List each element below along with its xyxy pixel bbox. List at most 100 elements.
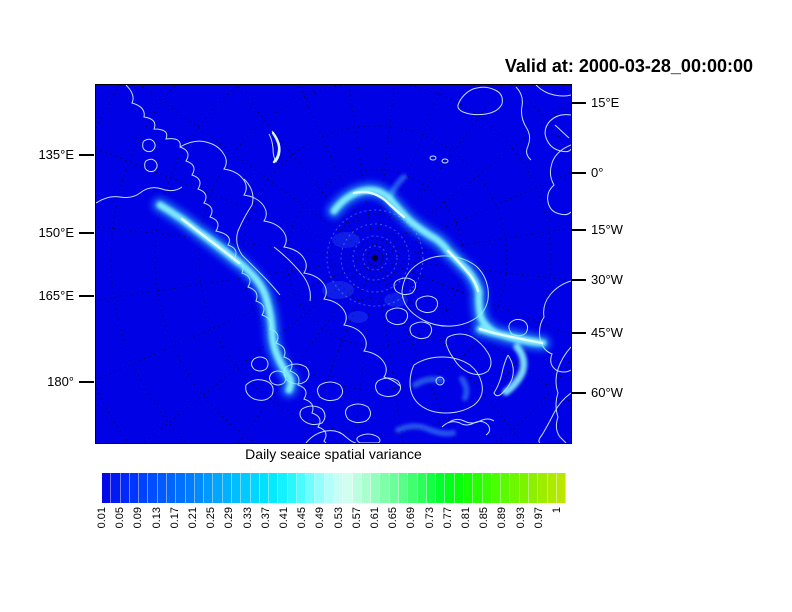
- colorbar-tick-label: 0.01: [96, 507, 108, 529]
- colorbar-cell: [538, 473, 548, 503]
- colorbar-cell: [361, 473, 372, 503]
- right-tick-mark: [571, 229, 586, 231]
- colorbar-cell: [139, 473, 149, 503]
- right-tick-mark: [571, 392, 586, 394]
- left-tick-mark: [79, 295, 94, 297]
- colorbar-cell: [501, 473, 511, 503]
- right-tick-label: 30°W: [591, 272, 623, 287]
- colorbar-cell: [231, 473, 242, 503]
- colorbar-cell: [250, 473, 260, 503]
- colorbar-tick-label: 0.89: [496, 507, 509, 529]
- colorbar-tick-label: 0.97: [532, 507, 545, 529]
- colorbar-cell: [269, 473, 279, 503]
- colorbar-cell: [510, 473, 520, 503]
- colorbar-cell: [111, 473, 121, 503]
- colorbar-cell: [473, 473, 483, 503]
- colorbar-tick-label: 0.45: [296, 507, 309, 529]
- colorbar-cell: [426, 473, 437, 503]
- colorbar-cell: [334, 473, 344, 503]
- colorbar-tick-label: 1: [551, 507, 563, 514]
- pole-dot: [372, 255, 378, 261]
- colorbar-tick-label: 0.73: [423, 507, 436, 529]
- colorbar-cell: [556, 473, 567, 503]
- colorbar-cell: [445, 473, 455, 503]
- colorbar-cell: [306, 473, 316, 503]
- colorbar-tick-label: 0.93: [514, 507, 527, 529]
- colorbar-cell: [417, 473, 427, 503]
- colorbar-tick-label: 0.41: [278, 507, 290, 529]
- colorbar-cell: [241, 473, 251, 503]
- colorbar-cell: [408, 473, 418, 503]
- left-tick-label: 135°E: [38, 147, 74, 162]
- colorbar-tick-label: 0.65: [387, 507, 400, 529]
- right-tick-label: 60°W: [591, 385, 623, 400]
- colorbar-cell: [389, 473, 399, 503]
- colorbar-tick-label: 0.05: [114, 507, 127, 529]
- colorbar-cell: [157, 473, 167, 503]
- colorbar-cell: [482, 473, 492, 503]
- colorbar-tick-label: 0.33: [241, 507, 254, 529]
- colorbar-cell: [166, 473, 177, 503]
- colorbar-cell: [547, 473, 557, 503]
- colorbar-cell: [287, 473, 297, 503]
- left-tick-label: 150°E: [38, 225, 74, 240]
- colorbar-cell: [213, 473, 223, 503]
- colorbar-cell: [343, 473, 353, 503]
- colorbar-cell: [454, 473, 464, 503]
- colorbar-cell: [491, 473, 502, 503]
- colorbar-cell: [463, 473, 474, 503]
- right-tick-label: 15°W: [591, 222, 623, 237]
- left-tick-label: 165°E: [38, 288, 74, 303]
- colorbar-tick-label: 0.21: [187, 507, 199, 529]
- colorbar-cell: [129, 473, 140, 503]
- colorbar-tick-label: 0.25: [205, 507, 218, 529]
- colorbar-cell: [204, 473, 214, 503]
- colorbar-tick-label: 0.85: [478, 507, 491, 529]
- colorbar-tick-label: 0.09: [132, 507, 145, 529]
- colorbar-cell: [148, 473, 158, 503]
- colorbar-cell: [519, 473, 529, 503]
- colorbar-cell: [380, 473, 390, 503]
- faint-variance-patches: [322, 232, 408, 323]
- colorbar-cell: [176, 473, 186, 503]
- right-tick-label: 45°W: [591, 325, 623, 340]
- right-tick-label: 15°E: [591, 95, 620, 110]
- colorbar-cell: [399, 473, 409, 503]
- left-tick-mark: [79, 154, 94, 156]
- colorbar: [102, 473, 567, 503]
- colorbar-caption: Daily seaice spatial variance: [245, 446, 422, 462]
- colorbar-cell: [185, 473, 195, 503]
- colorbar-cell: [194, 473, 205, 503]
- colorbar-tick-label: 0.29: [223, 507, 236, 529]
- colorbar-tick-label: 0.17: [168, 507, 181, 529]
- right-tick-mark: [571, 332, 586, 334]
- colorbar-cell: [436, 473, 446, 503]
- left-tick-label: 180°: [47, 374, 74, 389]
- faint-variance-contours: [326, 209, 424, 307]
- right-tick-label: 0°: [591, 165, 604, 180]
- colorbar-cell: [315, 473, 325, 503]
- colorbar-cell: [259, 473, 270, 503]
- colorbar-cell: [222, 473, 232, 503]
- left-tick-mark: [79, 232, 94, 234]
- colorbar-cell: [278, 473, 288, 503]
- colorbar-tick-label: 0.57: [350, 507, 363, 529]
- colorbar-cell: [371, 473, 381, 503]
- colorbar-tick-label: 0.37: [259, 507, 272, 529]
- colorbar-cell: [324, 473, 335, 503]
- colorbar-cell: [352, 473, 362, 503]
- colorbar-tick-label: 0.69: [405, 507, 418, 529]
- left-tick-mark: [79, 381, 94, 383]
- colorbar-tick-label: 0.77: [441, 507, 454, 529]
- colorbar-tick-label: 0.81: [460, 507, 472, 529]
- right-tick-mark: [571, 102, 586, 104]
- plot-title: Valid at: 2000-03-28_00:00:00: [504, 56, 753, 76]
- right-tick-mark: [571, 172, 586, 174]
- colorbar-tick-label: 0.61: [369, 507, 381, 529]
- map-plot: [95, 84, 572, 444]
- colorbar-tick-label: 0.49: [314, 507, 327, 529]
- coastlines: [96, 85, 571, 443]
- arctic-map-svg: [96, 85, 571, 443]
- colorbar-tick-label: 0.13: [150, 507, 163, 529]
